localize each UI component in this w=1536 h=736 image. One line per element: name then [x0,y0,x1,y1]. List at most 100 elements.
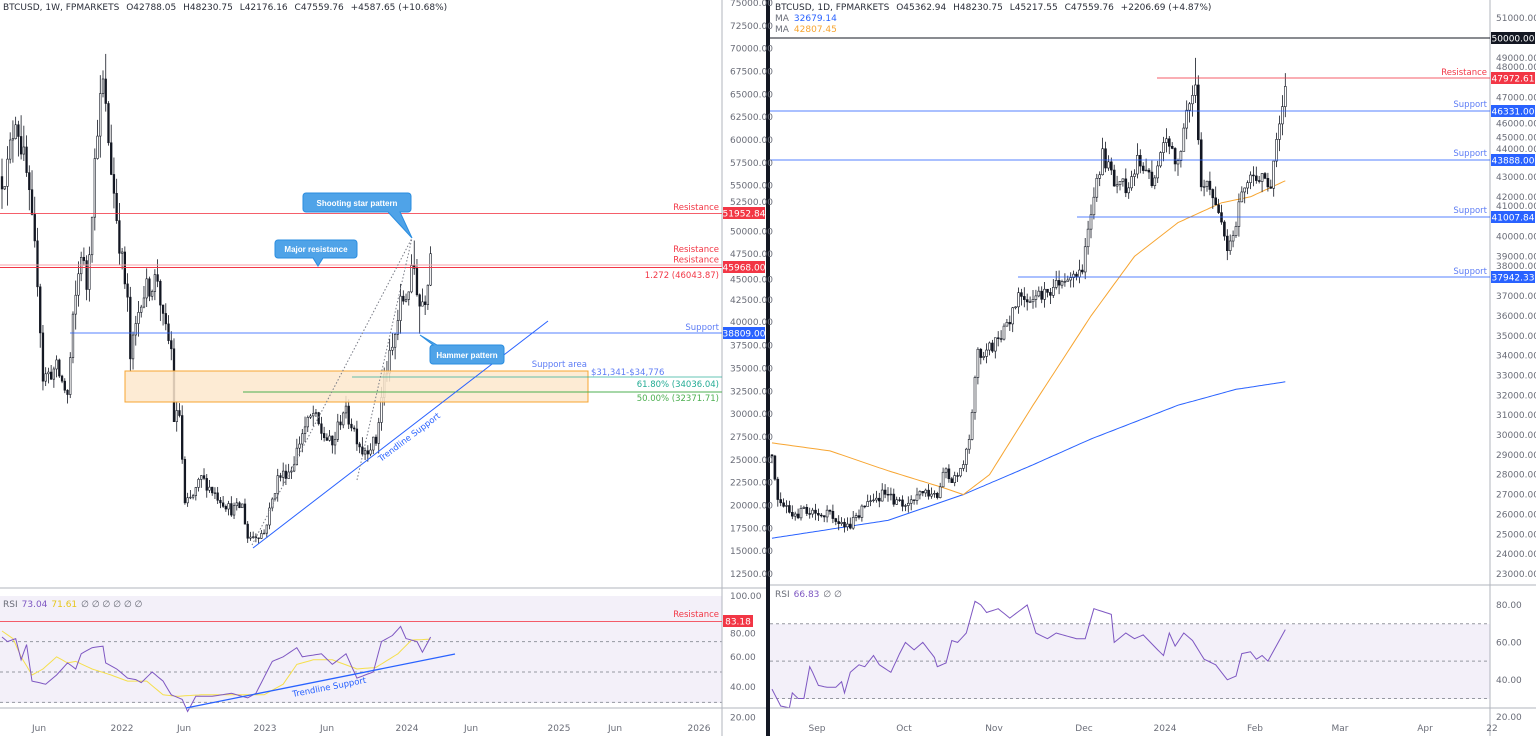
candle[interactable] [889,487,893,501]
candle[interactable] [421,288,424,307]
candle[interactable] [831,504,835,524]
candle[interactable] [0,158,4,209]
candle[interactable] [892,488,896,507]
candle[interactable] [1121,178,1125,187]
candle[interactable] [230,496,233,517]
candle[interactable] [869,495,872,507]
candle[interactable] [1014,306,1017,310]
candle[interactable] [1272,160,1275,197]
candle[interactable] [312,405,315,426]
candle[interactable] [1159,151,1162,168]
candle[interactable] [353,425,356,432]
candle[interactable] [1069,272,1072,288]
candle[interactable] [1249,171,1252,190]
candle[interactable] [333,431,337,455]
candle[interactable] [909,495,913,511]
candle[interactable] [944,467,948,479]
ma200-legend[interactable]: MA 32679.14 [775,14,837,24]
candle[interactable] [221,496,225,508]
candle[interactable] [1133,169,1136,186]
candle[interactable] [1150,160,1154,188]
candle[interactable] [985,343,988,364]
candle[interactable] [205,474,208,498]
candle[interactable] [805,504,809,517]
candle[interactable] [1017,287,1020,314]
candle[interactable] [246,521,249,543]
candle[interactable] [785,500,788,514]
candle[interactable] [55,355,58,378]
candle[interactable] [1107,155,1110,171]
candle[interactable] [1057,270,1061,295]
candle[interactable] [1139,149,1142,174]
candle[interactable] [49,365,53,380]
candle[interactable] [232,502,236,519]
candle[interactable] [159,279,162,322]
candle[interactable] [782,498,785,508]
candle[interactable] [134,315,137,346]
candle[interactable] [145,268,148,307]
candle[interactable] [924,488,928,497]
candle[interactable] [82,247,86,266]
candle[interactable] [418,293,421,334]
candle[interactable] [1211,188,1215,209]
candle[interactable] [1162,136,1165,162]
candle[interactable] [996,331,1000,347]
candle[interactable] [834,517,838,526]
candle[interactable] [915,487,919,505]
candle[interactable] [927,484,930,500]
candle[interactable] [429,246,432,287]
candle[interactable] [837,515,841,531]
candle[interactable] [156,259,159,288]
candle[interactable] [9,132,12,164]
candle[interactable] [1141,162,1145,174]
candle[interactable] [776,476,780,507]
candle[interactable] [1011,306,1015,333]
candle[interactable] [358,441,361,454]
candle[interactable] [14,116,17,140]
candle[interactable] [1005,319,1009,327]
candle[interactable] [912,499,916,505]
candle[interactable] [1008,315,1012,331]
candle[interactable] [33,196,36,248]
candle[interactable] [918,490,922,500]
candle[interactable] [863,505,867,509]
candle[interactable] [817,508,820,522]
candle[interactable] [407,291,410,306]
candle[interactable] [1136,143,1139,179]
candle[interactable] [1165,128,1168,153]
candle[interactable] [1086,220,1090,255]
candle[interactable] [808,507,812,519]
candle[interactable] [268,502,271,530]
candle[interactable] [1156,160,1159,183]
candle[interactable] [956,472,959,482]
candle[interactable] [19,115,23,160]
candle[interactable] [90,216,94,263]
candle[interactable] [99,75,102,158]
candle[interactable] [1147,167,1151,179]
candle[interactable] [991,339,994,353]
candle[interactable] [1002,323,1006,341]
candle[interactable] [993,337,997,359]
candle[interactable] [976,347,980,385]
candle[interactable] [213,487,217,499]
candle[interactable] [1228,234,1232,255]
candle[interactable] [249,531,252,541]
candle[interactable] [1182,123,1186,152]
candle[interactable] [200,475,203,488]
candle[interactable] [1083,238,1087,280]
candle[interactable] [161,304,165,326]
candle[interactable] [1168,136,1171,155]
candle[interactable] [3,186,6,191]
candle[interactable] [1049,287,1052,304]
candle[interactable] [66,389,69,404]
candle[interactable] [1063,273,1067,287]
candle[interactable] [131,331,135,370]
candle[interactable] [880,483,884,502]
candle[interactable] [167,315,170,345]
candle[interactable] [366,445,369,462]
candle[interactable] [1237,193,1241,237]
candle[interactable] [953,471,957,487]
candle[interactable] [58,358,61,378]
candle[interactable] [1202,179,1206,197]
candle[interactable] [860,504,864,522]
